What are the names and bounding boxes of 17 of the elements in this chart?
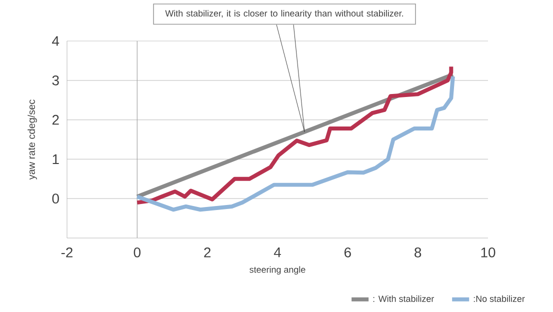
- y-tick-label: 1: [52, 154, 59, 164]
- y-tick-label: 3: [52, 75, 59, 86]
- x-tick-label: 4: [274, 248, 281, 258]
- legend-label: : With stabilizer: [373, 295, 434, 302]
- y-tick-label: 0: [52, 194, 59, 204]
- text: With stabilizer, it is closer to linearity than without stabilizer.: [165, 10, 404, 18]
- x-tick-label: 8: [414, 247, 422, 258]
- x-tick-label: 10: [481, 247, 496, 258]
- legend-label: :No stabilizer: [474, 295, 525, 302]
- x-tick-label: -2: [61, 247, 73, 258]
- y-tick-label: 2: [52, 114, 59, 125]
- x-axis-title: steering angle: [250, 266, 306, 275]
- x-tick-label: 6: [344, 247, 351, 258]
- y-axis-title: yaw rate cdeg/sec: [28, 100, 37, 180]
- x-tick-label: 0: [134, 247, 141, 258]
- x-tick-label: 2: [204, 247, 211, 258]
- y-tick-label: 4: [52, 36, 60, 46]
